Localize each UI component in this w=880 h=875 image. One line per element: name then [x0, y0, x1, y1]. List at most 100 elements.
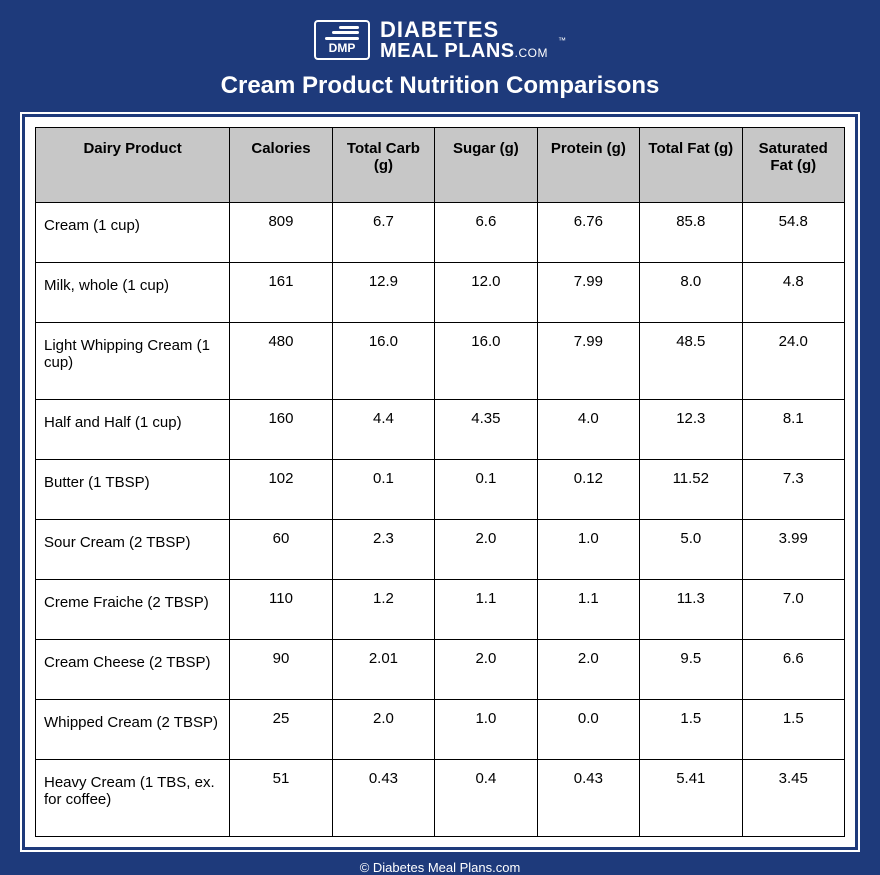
- cell-protein: 0.43: [537, 760, 639, 837]
- cell-carb: 1.2: [332, 580, 434, 640]
- cell-calories: 160: [230, 400, 332, 460]
- cell-protein: 2.0: [537, 640, 639, 700]
- cell-calories: 25: [230, 700, 332, 760]
- cell-fat: 11.3: [640, 580, 742, 640]
- col-calories: Calories: [230, 128, 332, 203]
- cell-protein: 1.1: [537, 580, 639, 640]
- brand-badge-text: DMP: [329, 41, 356, 55]
- nutrition-table: Dairy Product Calories Total Carb (g) Su…: [35, 127, 845, 837]
- cell-protein: 7.99: [537, 263, 639, 323]
- cell-carb: 0.43: [332, 760, 434, 837]
- table-row: Cream (1 cup)8096.76.66.7685.854.8: [36, 203, 845, 263]
- col-sugar: Sugar (g): [435, 128, 537, 203]
- cell-fat: 48.5: [640, 323, 742, 400]
- cell-sugar: 0.1: [435, 460, 537, 520]
- cell-protein: 6.76: [537, 203, 639, 263]
- cell-satfat: 54.8: [742, 203, 844, 263]
- cell-calories: 51: [230, 760, 332, 837]
- table-row: Light Whipping Cream (1 cup)48016.016.07…: [36, 323, 845, 400]
- col-fat: Total Fat (g): [640, 128, 742, 203]
- cell-fat: 85.8: [640, 203, 742, 263]
- cell-sugar: 1.1: [435, 580, 537, 640]
- cell-carb: 6.7: [332, 203, 434, 263]
- col-protein: Protein (g): [537, 128, 639, 203]
- cell-fat: 8.0: [640, 263, 742, 323]
- cell-protein: 0.12: [537, 460, 639, 520]
- cell-product: Butter (1 TBSP): [36, 460, 230, 520]
- brand-lines-icon: [325, 26, 359, 40]
- col-product: Dairy Product: [36, 128, 230, 203]
- cell-product: Creme Fraiche (2 TBSP): [36, 580, 230, 640]
- cell-protein: 1.0: [537, 520, 639, 580]
- cell-product: Light Whipping Cream (1 cup): [36, 323, 230, 400]
- table-row: Butter (1 TBSP)1020.10.10.1211.527.3: [36, 460, 845, 520]
- cell-calories: 480: [230, 323, 332, 400]
- col-satfat: Saturated Fat (g): [742, 128, 844, 203]
- cell-calories: 809: [230, 203, 332, 263]
- cell-calories: 161: [230, 263, 332, 323]
- cell-satfat: 7.0: [742, 580, 844, 640]
- cell-carb: 0.1: [332, 460, 434, 520]
- brand-line1: DIABETES: [380, 18, 548, 41]
- cell-product: Heavy Cream (1 TBS, ex. for coffee): [36, 760, 230, 837]
- cell-carb: 2.3: [332, 520, 434, 580]
- cell-fat: 1.5: [640, 700, 742, 760]
- cell-fat: 12.3: [640, 400, 742, 460]
- brand-badge: DMP: [314, 20, 370, 60]
- cell-sugar: 2.0: [435, 520, 537, 580]
- cell-calories: 102: [230, 460, 332, 520]
- brand-header: DMP DIABETES MEAL PLANS.COM ™: [22, 18, 858, 62]
- cell-protein: 7.99: [537, 323, 639, 400]
- cell-sugar: 2.0: [435, 640, 537, 700]
- cell-fat: 5.41: [640, 760, 742, 837]
- cell-calories: 60: [230, 520, 332, 580]
- cell-satfat: 24.0: [742, 323, 844, 400]
- cell-satfat: 3.45: [742, 760, 844, 837]
- table-row: Creme Fraiche (2 TBSP)1101.21.11.111.37.…: [36, 580, 845, 640]
- cell-satfat: 3.99: [742, 520, 844, 580]
- table-header-row: Dairy Product Calories Total Carb (g) Su…: [36, 128, 845, 203]
- cell-protein: 4.0: [537, 400, 639, 460]
- brand-line2: MEAL PLANS.COM: [380, 41, 548, 62]
- page-title: Cream Product Nutrition Comparisons: [22, 72, 858, 100]
- table-row: Sour Cream (2 TBSP)602.32.01.05.03.99: [36, 520, 845, 580]
- cell-sugar: 4.35: [435, 400, 537, 460]
- footer-copyright: © Diabetes Meal Plans.com: [22, 860, 858, 875]
- cell-calories: 110: [230, 580, 332, 640]
- cell-product: Half and Half (1 cup): [36, 400, 230, 460]
- cell-fat: 9.5: [640, 640, 742, 700]
- cell-calories: 90: [230, 640, 332, 700]
- cell-carb: 16.0: [332, 323, 434, 400]
- cell-fat: 5.0: [640, 520, 742, 580]
- cell-satfat: 4.8: [742, 263, 844, 323]
- cell-carb: 2.0: [332, 700, 434, 760]
- cell-sugar: 1.0: [435, 700, 537, 760]
- brand-text: DIABETES MEAL PLANS.COM: [380, 18, 548, 62]
- cell-fat: 11.52: [640, 460, 742, 520]
- cell-satfat: 6.6: [742, 640, 844, 700]
- cell-sugar: 16.0: [435, 323, 537, 400]
- cell-protein: 0.0: [537, 700, 639, 760]
- table-row: Half and Half (1 cup)1604.44.354.012.38.…: [36, 400, 845, 460]
- cell-product: Milk, whole (1 cup): [36, 263, 230, 323]
- cell-product: Cream (1 cup): [36, 203, 230, 263]
- cell-carb: 12.9: [332, 263, 434, 323]
- table-row: Milk, whole (1 cup)16112.912.07.998.04.8: [36, 263, 845, 323]
- cell-satfat: 7.3: [742, 460, 844, 520]
- cell-satfat: 1.5: [742, 700, 844, 760]
- trademark-icon: ™: [558, 36, 566, 45]
- col-carb: Total Carb (g): [332, 128, 434, 203]
- table-row: Cream Cheese (2 TBSP)902.012.02.09.56.6: [36, 640, 845, 700]
- cell-sugar: 0.4: [435, 760, 537, 837]
- cell-product: Cream Cheese (2 TBSP): [36, 640, 230, 700]
- table-row: Whipped Cream (2 TBSP)252.01.00.01.51.5: [36, 700, 845, 760]
- cell-sugar: 6.6: [435, 203, 537, 263]
- cell-sugar: 12.0: [435, 263, 537, 323]
- cell-satfat: 8.1: [742, 400, 844, 460]
- cell-product: Whipped Cream (2 TBSP): [36, 700, 230, 760]
- table-row: Heavy Cream (1 TBS, ex. for coffee)510.4…: [36, 760, 845, 837]
- cell-carb: 4.4: [332, 400, 434, 460]
- table-card: Dairy Product Calories Total Carb (g) Su…: [22, 114, 858, 850]
- cell-carb: 2.01: [332, 640, 434, 700]
- cell-product: Sour Cream (2 TBSP): [36, 520, 230, 580]
